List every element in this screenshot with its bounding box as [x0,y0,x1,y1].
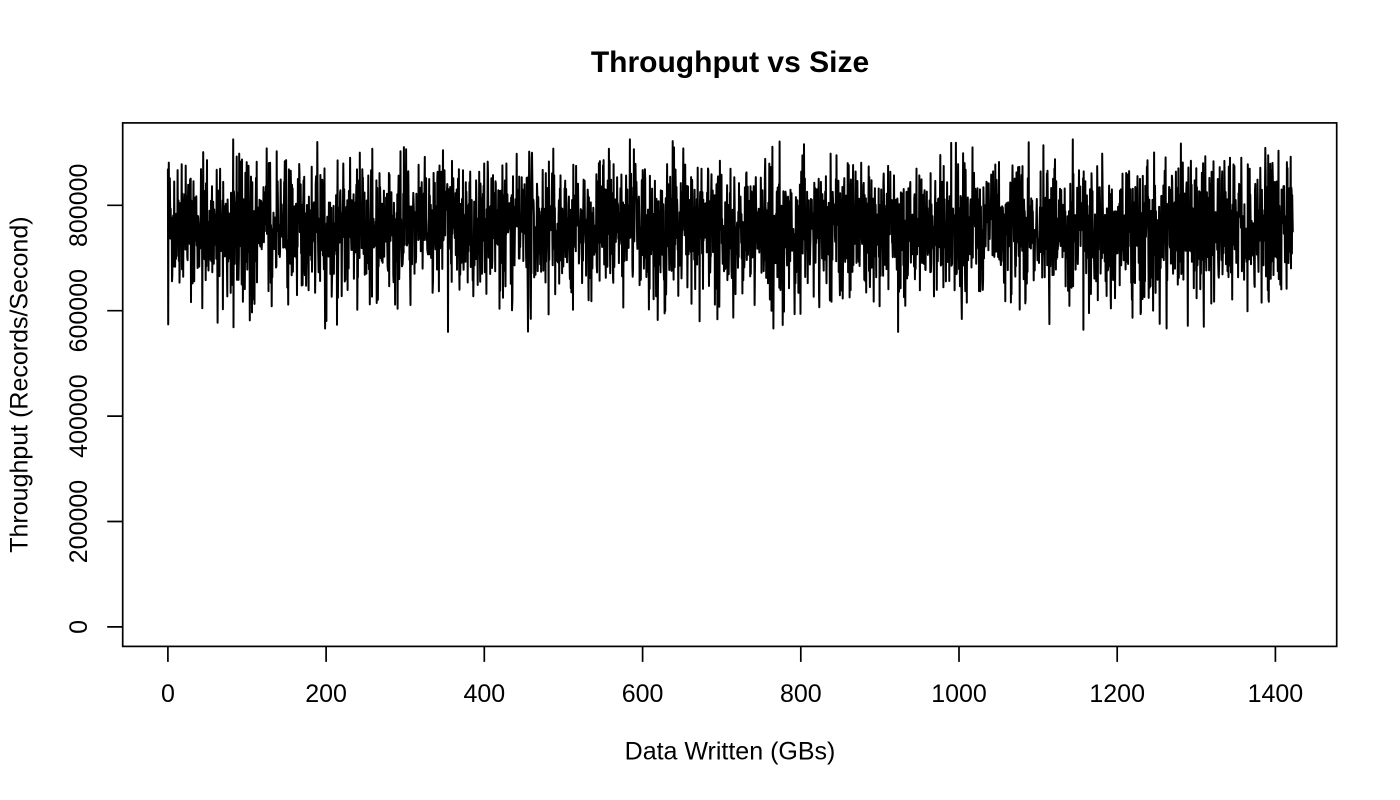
svg-text:1200: 1200 [1089,680,1145,708]
svg-text:Throughput (Records/Second): Throughput (Records/Second) [6,216,34,552]
svg-text:Throughput vs Size: Throughput vs Size [591,46,869,79]
svg-text:400: 400 [463,680,505,708]
svg-text:200: 200 [305,680,347,708]
svg-text:800: 800 [780,680,822,708]
svg-text:Data Written (GBs): Data Written (GBs) [625,738,836,766]
svg-text:0: 0 [65,620,93,634]
svg-text:600000: 600000 [65,269,93,352]
svg-text:800000: 800000 [65,164,93,247]
svg-text:1000: 1000 [931,680,987,708]
svg-text:400000: 400000 [65,374,93,457]
svg-text:1400: 1400 [1248,680,1304,708]
svg-text:200000: 200000 [65,480,93,563]
svg-text:600: 600 [622,680,664,708]
svg-text:0: 0 [161,680,175,708]
